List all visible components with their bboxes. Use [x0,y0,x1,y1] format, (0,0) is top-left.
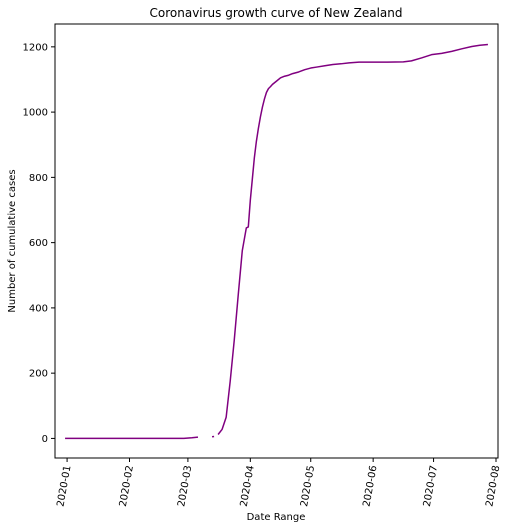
y-tick-label: 600 [29,238,48,249]
y-tick-label: 1200 [23,42,48,53]
x-tick-label: 2020-06 [362,465,380,508]
series-line-segment [217,43,488,435]
y-axis-label: Number of cumulative cases [7,169,18,312]
y-tick-label: 400 [29,303,48,314]
y-tick-label: 200 [29,369,48,380]
x-axis-label: Date Range [247,512,306,523]
x-tick-label: 2020-07 [422,465,440,508]
x-tick-label: 2020-01 [55,465,73,508]
series-line-segment [65,436,199,440]
y-tick-label: 0 [42,434,48,445]
y-tick-label: 1000 [23,108,48,119]
x-tick-label: 2020-04 [239,465,257,508]
x-axis: 2020-01 2020-02 2020-03 2020-04 2020-05 2020-… [55,458,502,508]
y-tick-label: 800 [29,173,48,184]
x-tick-label: 2020-05 [299,465,317,508]
plot-frame [54,23,499,459]
y-axis: 0 200 400 600 800 1000 1200 [23,42,55,445]
x-tick-label: 2020-03 [176,465,194,508]
x-tick-label: 2020-02 [118,465,136,508]
x-tick-label: 2020-08 [484,465,502,508]
plot-area [65,43,488,440]
chart-title: Coronavirus growth curve of New Zealand [150,6,403,20]
